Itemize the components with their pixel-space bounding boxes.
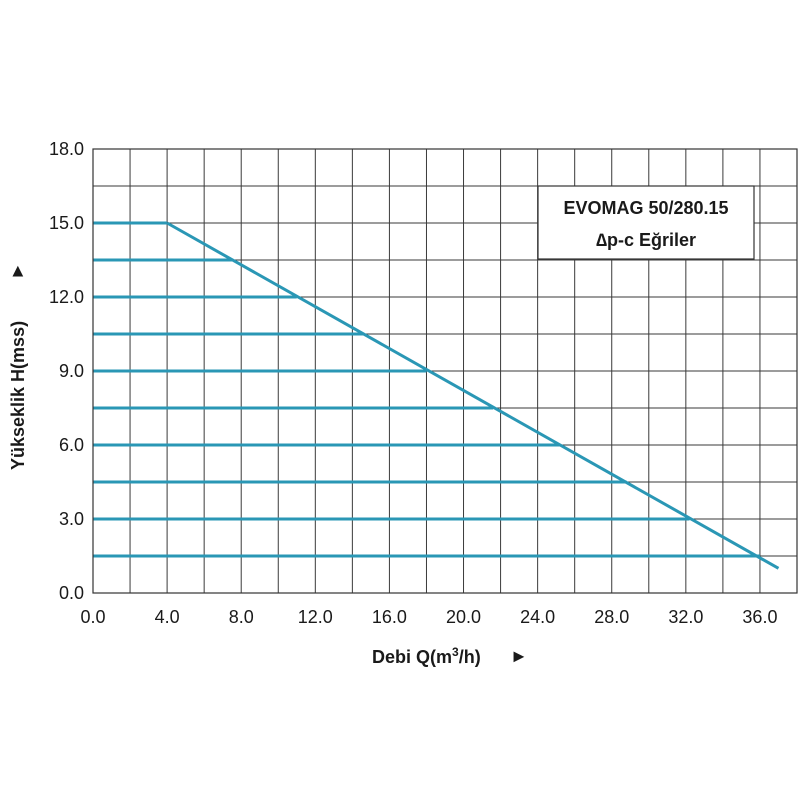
y-axis-ticks: 0.0 3.0 6.0 9.0 12.0 15.0 18.0 — [49, 139, 84, 603]
y-tick-label: 3.0 — [59, 509, 84, 529]
x-tick-label: 8.0 — [229, 607, 254, 627]
y-axis-title: Yükseklik H(mss) — [8, 321, 28, 470]
x-axis-ticks: 0.0 4.0 8.0 12.0 16.0 20.0 24.0 28.0 32.0 36.0 — [80, 607, 777, 627]
x-tick-label: 24.0 — [520, 607, 555, 627]
x-tick-label: 0.0 — [80, 607, 105, 627]
y-tick-label: 9.0 — [59, 361, 84, 381]
y-tick-label: 15.0 — [49, 213, 84, 233]
x-tick-label: 12.0 — [298, 607, 333, 627]
y-tick-label: 6.0 — [59, 435, 84, 455]
chart-title-line1: EVOMAG 50/280.15 — [563, 198, 728, 218]
y-axis-arrow: ► — [7, 262, 27, 280]
series-line-11 — [166, 221, 780, 570]
x-tick-label: 28.0 — [594, 607, 629, 627]
series-lines — [93, 221, 780, 570]
x-axis-title-main: Debi Q(m — [372, 647, 452, 667]
plot-frame — [92, 148, 798, 594]
x-tick-label: 32.0 — [668, 607, 703, 627]
x-tick-label: 36.0 — [742, 607, 777, 627]
x-tick-label: 16.0 — [372, 607, 407, 627]
x-axis-title: Debi Q(m3/h) — [372, 645, 481, 667]
x-axis-arrow: ► — [510, 646, 528, 666]
y-tick-label: 12.0 — [49, 287, 84, 307]
x-tick-label: 20.0 — [446, 607, 481, 627]
x-tick-label: 4.0 — [155, 607, 180, 627]
chart-title-line2: ∆p-c Eğriler — [596, 230, 696, 250]
x-axis-title-sup: 3 — [452, 645, 459, 659]
x-axis-title-tail: /h) — [459, 647, 481, 667]
legend-box: EVOMAG 50/280.15 ∆p-c Eğriler — [537, 185, 755, 260]
y-axis-title-group: Yükseklik H(mss) ► — [7, 262, 28, 470]
y-tick-label: 18.0 — [49, 139, 84, 159]
y-tick-label: 0.0 — [59, 583, 84, 603]
